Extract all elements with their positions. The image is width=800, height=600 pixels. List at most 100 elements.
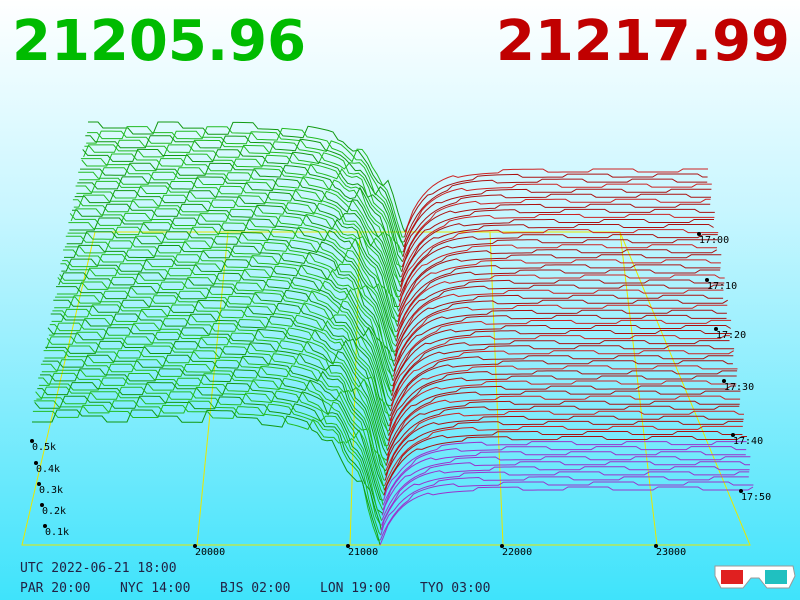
axis-dot xyxy=(654,544,658,548)
ask-depth-line xyxy=(387,385,736,446)
ask-depth-line xyxy=(379,481,754,541)
bid-depth-line xyxy=(88,121,406,233)
bid-depth-line xyxy=(80,158,403,272)
ask-depth-line xyxy=(390,345,735,407)
3d-glasses-icon[interactable] xyxy=(714,565,796,589)
clock: BJS 02:00 xyxy=(220,581,290,596)
axis-dot xyxy=(722,379,726,383)
axis-dot xyxy=(500,544,504,548)
time-label: 17:50 xyxy=(741,492,771,503)
ask-depth-line xyxy=(386,400,740,461)
ask-depth-line xyxy=(394,294,724,357)
axis-dot xyxy=(30,439,34,443)
bid-depth-line xyxy=(59,267,393,392)
ask-depth-line xyxy=(397,264,721,327)
ask-depth-line xyxy=(388,370,738,431)
bid-depth-line xyxy=(70,208,398,327)
bid-depth-line xyxy=(76,180,400,298)
bid-depth-line xyxy=(45,340,386,471)
world-clocks: PAR 20:00 NYC 14:00 BJS 02:00 LON 19:00 TYO … xyxy=(20,581,490,596)
utc-time: UTC 2022-06-21 18:00 xyxy=(20,561,177,576)
bid-depth-line xyxy=(51,308,390,436)
bid-depth-line xyxy=(64,240,395,362)
bid-depth-line xyxy=(32,404,381,541)
ask-depth-line xyxy=(400,213,715,277)
bid-depth-line xyxy=(74,190,399,307)
price-label: 21000 xyxy=(348,547,378,558)
ask-depth-line xyxy=(394,299,728,362)
ask-depth-line xyxy=(393,309,727,372)
bid-depth-line xyxy=(44,345,387,476)
ask-depth-line xyxy=(401,203,711,267)
bid-depth-line xyxy=(39,372,384,506)
axis-dot xyxy=(37,482,41,486)
bid-depth-line xyxy=(35,391,382,526)
volume-label: 0.1k xyxy=(45,527,69,538)
axis-dot xyxy=(714,327,718,331)
bid-depth-line xyxy=(32,409,381,546)
ask-depth-line xyxy=(399,234,718,297)
ask-depth-line xyxy=(397,254,722,317)
ask-depth-line xyxy=(396,269,721,332)
red-lens xyxy=(721,570,743,584)
ask-depth-line xyxy=(389,365,738,426)
axis-dot xyxy=(43,524,47,528)
bid-depth-line xyxy=(72,203,398,322)
ask-depth-line xyxy=(384,425,743,486)
clock: LON 19:00 xyxy=(320,581,390,596)
ask-depth-line xyxy=(381,456,751,516)
ask-depth-line xyxy=(385,415,744,476)
ask-depth-line xyxy=(393,304,728,367)
bid-depth-line xyxy=(62,254,394,377)
ask-depth-line xyxy=(384,420,744,481)
axis-dot xyxy=(739,489,743,493)
bid-price: 21205.96 xyxy=(12,9,306,74)
ask-depth-line xyxy=(404,168,708,233)
ask-depth-line xyxy=(400,224,714,287)
time-label: 17:20 xyxy=(716,330,746,341)
bid-depth-line xyxy=(86,130,405,243)
ask-depth-line xyxy=(385,405,740,466)
volume-label: 0.4k xyxy=(36,464,60,475)
ask-depth-line xyxy=(390,350,734,412)
bid-depth-line xyxy=(67,226,397,347)
bid-depth-line xyxy=(69,217,397,337)
ask-depth-line xyxy=(386,395,741,456)
axis-dot xyxy=(40,503,44,507)
bid-depth-line xyxy=(84,139,404,253)
axis-dot xyxy=(697,232,701,236)
bid-depth-line xyxy=(47,327,388,456)
ask-depth-line xyxy=(404,173,708,238)
ask-depth-line xyxy=(388,375,737,436)
price-grid-line xyxy=(489,231,504,546)
ask-depth-line xyxy=(395,284,724,347)
clock: PAR 20:00 xyxy=(20,581,90,596)
ask-depth-line xyxy=(395,279,725,342)
ask-depth-line xyxy=(396,274,725,337)
bid-depth-line xyxy=(38,377,384,511)
bid-depth-line xyxy=(58,272,393,397)
time-label: 17:30 xyxy=(724,382,754,393)
volume-label: 0.3k xyxy=(39,485,63,496)
ask-depth-line xyxy=(402,193,711,257)
bid-depth-line xyxy=(56,286,392,412)
bid-depth-line xyxy=(85,135,405,248)
bid-depth-line xyxy=(40,363,385,496)
bid-depth-line xyxy=(41,359,385,491)
bid-depth-line xyxy=(36,386,382,521)
clock: TYO 03:00 xyxy=(420,581,490,596)
ask-depth-line xyxy=(385,410,744,471)
bid-depth-line xyxy=(78,171,402,287)
bid-depth-line xyxy=(57,276,392,402)
volume-label: 0.5k xyxy=(32,442,56,453)
bid-depth-line xyxy=(80,162,402,278)
cyan-lens xyxy=(765,570,787,584)
ask-depth-line xyxy=(395,289,724,352)
axis-dot xyxy=(705,278,709,282)
bid-depth-line xyxy=(40,368,384,501)
ask-depth-line xyxy=(387,390,741,451)
price-label: 22000 xyxy=(502,547,532,558)
ask-depth-line xyxy=(398,244,717,307)
